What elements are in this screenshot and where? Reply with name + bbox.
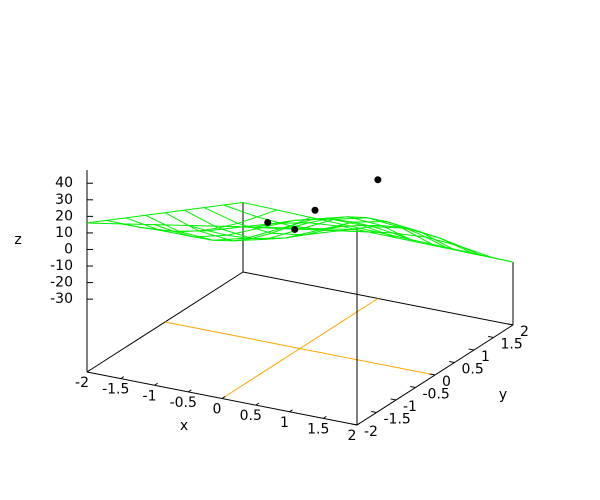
x-tick-label: -1 [143, 388, 157, 404]
z-tick-label: 0 [64, 241, 73, 257]
z-tick-label: 20 [55, 208, 73, 224]
data-point [264, 218, 272, 226]
x-tick [187, 389, 192, 393]
y-tick-label: -2 [364, 424, 378, 440]
y-tick [507, 323, 514, 326]
data-point [291, 225, 299, 233]
y-tick [410, 385, 416, 388]
x-tick-label: 1 [280, 415, 289, 431]
y-axis-label: y [499, 387, 507, 403]
data-point [311, 206, 319, 214]
x-tick-label: 2 [348, 428, 357, 444]
x-tick [154, 382, 158, 386]
y-tick-label: 0 [442, 374, 451, 390]
zero-axis [164, 321, 436, 376]
z-tick-label: 10 [55, 225, 73, 241]
y-tick [449, 360, 455, 363]
x-tick-label: -2 [75, 375, 89, 391]
surface-column [289, 216, 446, 248]
y-tick [468, 348, 475, 351]
surface-column [255, 218, 412, 241]
z-tick-label: -20 [50, 275, 73, 291]
y-tick-label: 1 [481, 349, 490, 365]
z-tick-label: 30 [55, 192, 73, 208]
surface-column [221, 225, 379, 233]
data-point [374, 176, 382, 184]
z-tick-label: 40 [55, 175, 73, 191]
surface-column [120, 209, 277, 233]
y-tick [371, 410, 377, 413]
x-axis-label: x [180, 418, 188, 434]
surface-column [323, 224, 480, 256]
x-tick-label: -0.5 [170, 395, 197, 411]
x-tick-label: 0.5 [240, 408, 262, 424]
x-tick [322, 415, 327, 419]
x-tick [255, 402, 260, 406]
surface-column [86, 201, 244, 224]
surface-column [356, 229, 514, 263]
z-tick-label: -10 [50, 258, 73, 274]
y-tick [351, 423, 358, 426]
y-tick [488, 335, 494, 338]
x-tick-label: 0 [213, 402, 222, 418]
y-tick-label: 2 [520, 324, 529, 340]
x-tick [86, 369, 91, 373]
x-tick [289, 409, 293, 413]
x-tick-label: -1.5 [102, 382, 129, 398]
surface-column [188, 224, 345, 240]
y-tick-label: -0.5 [423, 387, 450, 403]
z-tick-label: -30 [50, 291, 73, 307]
x-tick [221, 396, 226, 399]
y-tick-label: 0.5 [462, 362, 484, 378]
x-tick [356, 422, 361, 426]
y-tick [429, 373, 436, 376]
y-tick-label: -1 [403, 399, 417, 415]
z-axis-label: z [14, 232, 21, 248]
y-tick-label: -1.5 [384, 412, 411, 428]
x-tick-label: 1.5 [307, 421, 329, 437]
x-tick [120, 376, 125, 380]
y-tick [390, 398, 397, 401]
y-tick-label: 1.5 [501, 337, 523, 353]
